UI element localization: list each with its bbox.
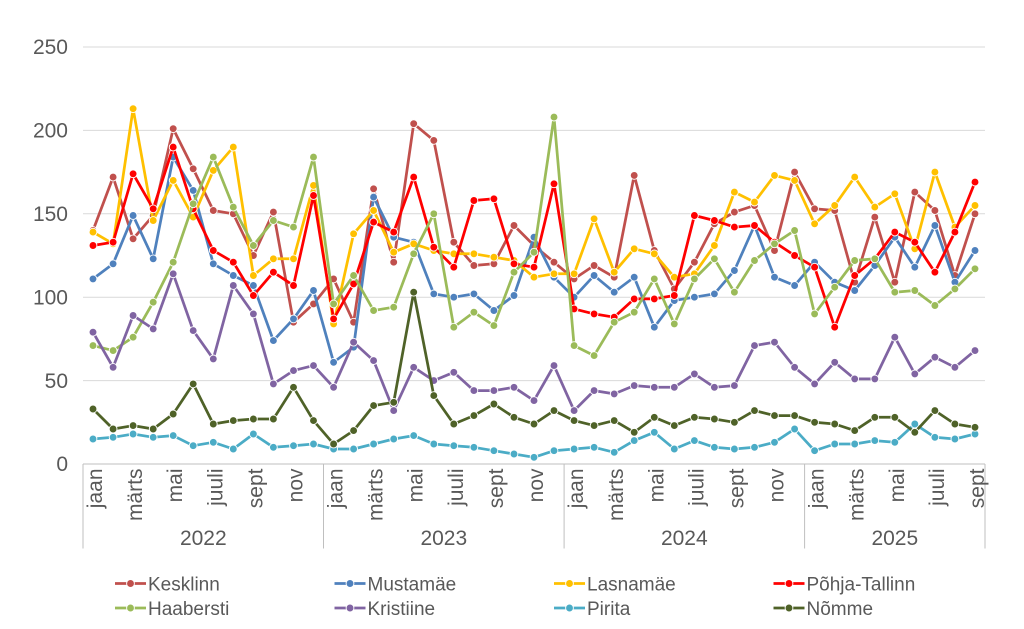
svg-text:0: 0	[56, 453, 68, 476]
svg-text:märts: märts	[846, 469, 869, 522]
svg-text:nov: nov	[285, 468, 308, 502]
svg-text:Kesklinn: Kesklinn	[148, 574, 220, 595]
svg-text:sept: sept	[966, 468, 989, 508]
svg-text:jaan: jaan	[325, 469, 348, 510]
svg-text:juuli: juuli	[685, 469, 708, 507]
svg-text:nov: nov	[525, 468, 548, 502]
svg-text:150: 150	[33, 203, 68, 226]
svg-text:200: 200	[33, 120, 68, 143]
svg-text:2023: 2023	[420, 527, 467, 550]
svg-text:juuli: juuli	[926, 469, 949, 507]
svg-text:Lasnamäe: Lasnamäe	[587, 574, 676, 595]
svg-text:mai: mai	[886, 469, 909, 503]
svg-text:mai: mai	[405, 469, 428, 503]
svg-text:juuli: juuli	[445, 469, 468, 507]
svg-text:Kristiine: Kristiine	[368, 599, 436, 620]
svg-text:2025: 2025	[871, 527, 918, 550]
svg-text:Pirita: Pirita	[587, 599, 631, 620]
svg-text:mai: mai	[164, 469, 187, 503]
svg-text:juuli: juuli	[204, 469, 227, 507]
svg-text:märts: märts	[605, 469, 628, 522]
svg-text:märts: märts	[124, 469, 147, 522]
svg-text:märts: märts	[365, 469, 388, 522]
svg-text:sept: sept	[725, 468, 748, 508]
svg-text:sept: sept	[244, 468, 267, 508]
svg-text:jaan: jaan	[565, 469, 588, 510]
svg-text:Nõmme: Nõmme	[807, 599, 874, 620]
svg-text:jaan: jaan	[806, 469, 829, 510]
svg-text:2024: 2024	[661, 527, 708, 550]
svg-text:250: 250	[33, 36, 68, 59]
svg-text:100: 100	[33, 286, 68, 309]
svg-text:Mustamäe: Mustamäe	[368, 574, 457, 595]
svg-text:mai: mai	[645, 469, 668, 503]
svg-text:sept: sept	[485, 468, 508, 508]
svg-text:Põhja-Tallinn: Põhja-Tallinn	[807, 574, 916, 595]
svg-text:50: 50	[45, 370, 68, 393]
svg-text:jaan: jaan	[84, 469, 107, 510]
svg-text:Haabersti: Haabersti	[148, 599, 229, 620]
svg-text:nov: nov	[766, 468, 789, 502]
svg-text:2022: 2022	[180, 527, 227, 550]
